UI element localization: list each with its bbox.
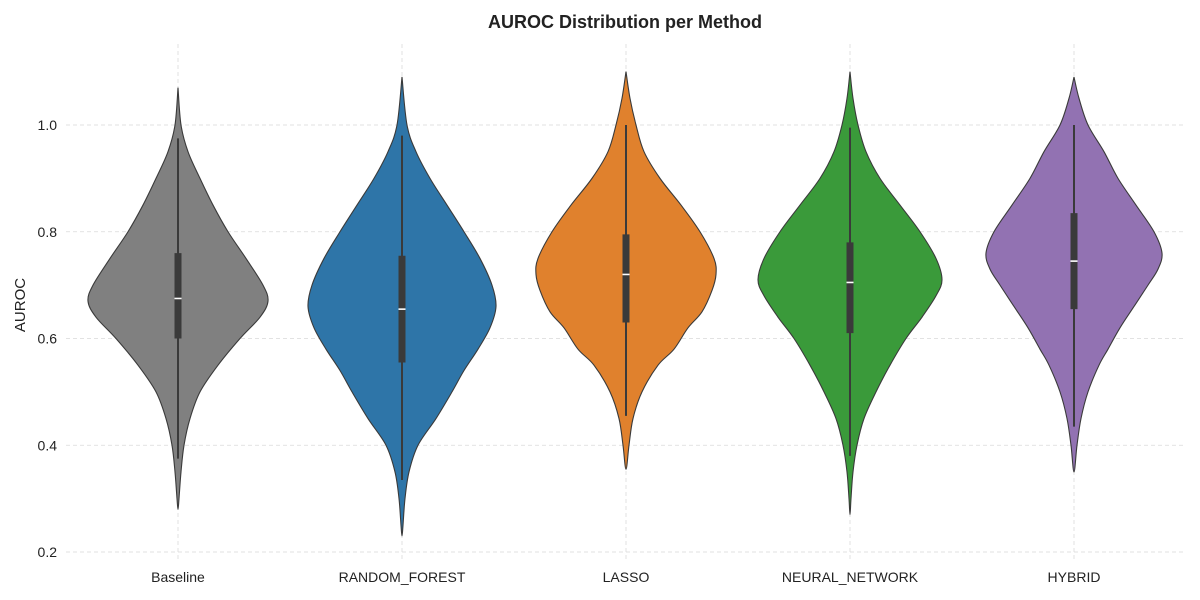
tick-layer: 0.2 0.4 0.6 0.8 1.0 Baseline RANDOM_FOREST LASS… bbox=[38, 117, 1101, 585]
x-tick-label: HYBRID bbox=[1048, 569, 1101, 585]
y-tick-label: 0.4 bbox=[38, 437, 58, 453]
y-tick-label: 1.0 bbox=[38, 117, 58, 133]
violin-layer bbox=[87, 71, 1163, 537]
x-tick-label: LASSO bbox=[603, 569, 650, 585]
y-tick-label: 0.8 bbox=[38, 224, 58, 240]
x-tick-label: Baseline bbox=[151, 569, 205, 585]
y-axis-label: AUROC bbox=[12, 278, 29, 332]
x-tick-label: RANDOM_FOREST bbox=[339, 569, 466, 585]
chart-title: AUROC Distribution per Method bbox=[488, 12, 762, 32]
y-tick-label: 0.6 bbox=[38, 331, 58, 347]
x-tick-label: NEURAL_NETWORK bbox=[782, 569, 919, 585]
y-tick-label: 0.2 bbox=[38, 544, 58, 560]
